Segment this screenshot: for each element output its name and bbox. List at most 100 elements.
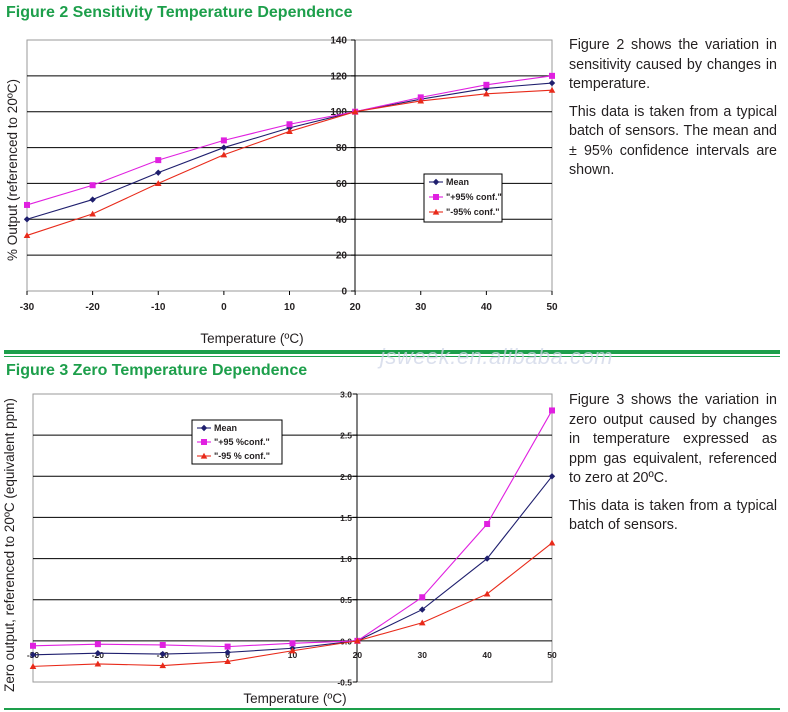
fig2-data-point bbox=[549, 72, 555, 79]
fig3-y-tick-label: 3.0 bbox=[340, 390, 352, 400]
fig3-x-tick-label: 50 bbox=[547, 650, 557, 660]
fig2-y-tick-label: 140 bbox=[330, 36, 347, 47]
fig2-data-point bbox=[23, 232, 31, 239]
fig2-data-point bbox=[23, 216, 31, 223]
fig3-legend-label: "+95 %conf." bbox=[214, 437, 270, 447]
figure-3-description-p2: This data is taken from a typical batch … bbox=[569, 497, 777, 534]
fig2-y-tick-label: 100 bbox=[330, 107, 347, 118]
fig2-data-point bbox=[154, 180, 162, 187]
figure-2-description-p2: This data is taken from a typical batch … bbox=[569, 103, 777, 179]
fig2-legend-marker bbox=[432, 178, 440, 186]
bottom-divider bbox=[4, 708, 780, 710]
fig2-x-tick-label: 10 bbox=[284, 302, 296, 313]
fig2-data-point bbox=[286, 121, 293, 128]
fig3-data-point bbox=[94, 650, 102, 657]
fig3-legend-label: "-95 % conf." bbox=[214, 451, 270, 461]
fig2-x-tick-label: 50 bbox=[546, 302, 558, 313]
watermark: jsweek.en.alibaba.com bbox=[380, 344, 614, 369]
fig2-data-point bbox=[483, 90, 490, 97]
fig3-series-line bbox=[32, 475, 553, 656]
fig2-data-point bbox=[483, 81, 490, 88]
fig2-plot-frame bbox=[26, 39, 553, 292]
fig3-data-point bbox=[483, 590, 491, 597]
fig2-x-tick-label: 30 bbox=[415, 302, 427, 313]
fig2-data-point bbox=[417, 97, 425, 104]
fig3-data-point bbox=[419, 606, 426, 613]
fig3-data-point bbox=[159, 641, 166, 648]
fig3-data-point bbox=[289, 640, 296, 647]
fig3-data-point bbox=[419, 594, 426, 601]
fig3-plot-frame bbox=[32, 393, 553, 683]
fig3-data-point bbox=[159, 662, 167, 669]
fig3-y-tick-label: 0.5 bbox=[340, 595, 352, 605]
fig3-data-point bbox=[548, 539, 556, 546]
figure-2-title: Figure 2 Sensitivity Temperature Depende… bbox=[6, 4, 353, 21]
fig3-data-point bbox=[224, 649, 231, 656]
fig3-y-tick-label: 2.5 bbox=[340, 431, 352, 441]
fig2-y-tick-label: 60 bbox=[336, 179, 348, 190]
fig3-data-point bbox=[29, 651, 37, 659]
fig2-y-tick-label: 80 bbox=[336, 143, 348, 154]
fig3-data-point bbox=[289, 647, 296, 654]
fig3-y-tick-label: 2.0 bbox=[340, 472, 352, 482]
fig3-data-point bbox=[418, 619, 426, 626]
fig2-data-point bbox=[417, 94, 424, 101]
fig3-data-point bbox=[94, 641, 101, 648]
fig2-data-point bbox=[89, 182, 96, 189]
section-divider-thick bbox=[4, 350, 780, 354]
fig2-x-tick-label: 20 bbox=[350, 302, 362, 313]
fig2-y-axis-label: % Output (referenced to 20ºC) bbox=[5, 79, 20, 261]
fig2-x-tick-label: -20 bbox=[85, 302, 100, 313]
fig2-x-axis-label: Temperature (ºC) bbox=[200, 331, 303, 346]
fig2-data-point bbox=[220, 151, 228, 158]
figure-2-description-p1: Figure 2 shows the variation in sensitiv… bbox=[569, 37, 777, 92]
fig2-data-point bbox=[548, 79, 556, 87]
fig2-legend-label: "+95% conf." bbox=[446, 192, 502, 202]
fig2-x-tick-label: 40 bbox=[481, 302, 493, 313]
fig3-x-tick-label: 10 bbox=[288, 650, 298, 660]
fig3-data-point bbox=[224, 658, 231, 665]
fig3-x-tick-label: 40 bbox=[482, 650, 492, 660]
fig3-legend-marker bbox=[201, 439, 207, 445]
fig2-y-tick-label: 0 bbox=[341, 287, 347, 298]
fig2-y-tick-label: 20 bbox=[336, 251, 348, 262]
fig2-data-point bbox=[548, 86, 556, 93]
fig2-legend-marker bbox=[432, 208, 440, 215]
figure-3-description-p1: Figure 3 shows the variation in zero out… bbox=[569, 392, 777, 486]
fig2-data-point bbox=[89, 196, 96, 203]
fig3-data-point bbox=[224, 643, 231, 650]
fig2-y-tick-label: 120 bbox=[330, 71, 347, 82]
fig2-legend-label: "-95% conf." bbox=[446, 207, 500, 217]
section-divider-thin bbox=[4, 356, 780, 357]
fig3-data-point bbox=[483, 555, 491, 562]
fig3-data-point bbox=[484, 521, 491, 528]
fig3-y-tick-label: 1.5 bbox=[340, 513, 352, 523]
fig2-y-tick-label: 40 bbox=[336, 215, 348, 226]
fig2-data-point bbox=[24, 201, 30, 208]
fig3-y-tick-label: 1.0 bbox=[340, 554, 352, 564]
fig2-data-point bbox=[89, 210, 96, 217]
fig3-legend-marker bbox=[200, 424, 208, 432]
fig2-data-point bbox=[351, 108, 359, 115]
fig3-data-point bbox=[159, 650, 166, 658]
fig2-legend-label: Mean bbox=[446, 177, 469, 187]
figure-3-title: Figure 3 Zero Temperature Dependence bbox=[6, 362, 308, 379]
fig3-data-point bbox=[354, 637, 361, 644]
fig3-x-tick-label: 30 bbox=[418, 650, 428, 660]
figure-2-description: Figure 2 shows the variation in sensitiv… bbox=[569, 36, 777, 189]
fig3-legend-label: Mean bbox=[214, 423, 237, 433]
fig3-data-point bbox=[548, 473, 556, 480]
fig3-x-tick-label: 20 bbox=[353, 650, 363, 660]
fig3-legend-marker bbox=[200, 452, 208, 459]
fig3-data-point bbox=[94, 660, 102, 667]
fig2-data-point bbox=[220, 144, 228, 151]
fig3-series-line bbox=[32, 410, 553, 648]
fig3-y-tick-label: -0.5 bbox=[337, 678, 352, 688]
fig2-x-tick-label: 0 bbox=[221, 302, 227, 313]
fig2-data-point bbox=[155, 169, 162, 176]
fig2-legend-marker bbox=[433, 194, 439, 200]
fig3-y-axis-label: Zero output, referenced to 20ºC (equival… bbox=[2, 398, 17, 692]
fig2-data-point bbox=[155, 157, 162, 164]
fig3-x-axis-label: Temperature (ºC) bbox=[243, 691, 346, 706]
